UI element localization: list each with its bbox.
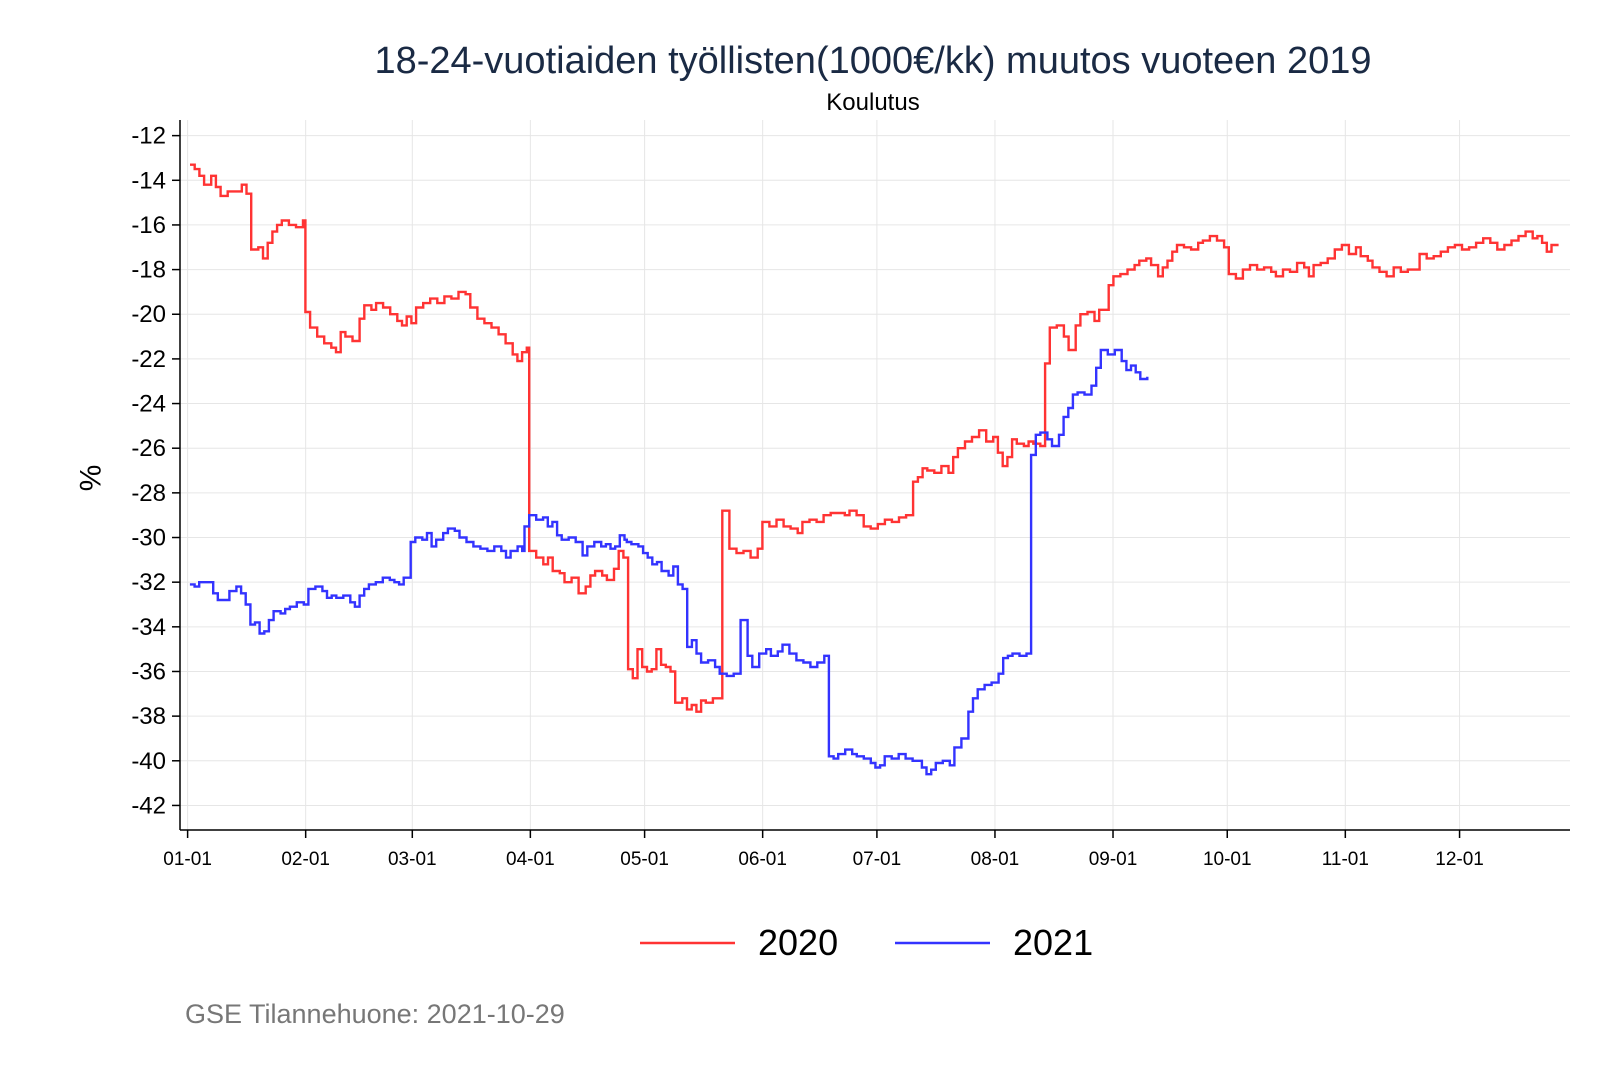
axes: [172, 120, 1570, 838]
y-tick-label: -40: [131, 748, 166, 775]
y-tick-label: -26: [131, 435, 166, 462]
y-tick-label: -42: [131, 792, 166, 819]
x-tick-label: 01-01: [163, 849, 212, 870]
chart-subtitle: Koulutus: [826, 89, 919, 116]
y-tick-label: -38: [131, 703, 166, 730]
x-tick-label: 02-01: [281, 849, 330, 870]
y-tick-label: -14: [131, 167, 166, 194]
y-tick-label: -34: [131, 614, 166, 641]
x-tick-label: 05-01: [620, 849, 669, 870]
x-tick-label: 06-01: [738, 849, 787, 870]
y-tick-label: -18: [131, 257, 166, 284]
legend-label-2021: 2021: [1013, 922, 1093, 963]
x-tick-label: 11-01: [1322, 849, 1369, 870]
series-line-2020: [190, 163, 1559, 713]
legend-label-2020: 2020: [758, 922, 838, 963]
x-tick-labels: 01-01 02-01 03-01 04-01 05-01 06-01 07-01 08-01…: [163, 849, 1484, 870]
x-tick-label: 04-01: [506, 849, 555, 870]
x-tick-label: 07-01: [853, 849, 902, 870]
x-tick-label: 09-01: [1089, 849, 1138, 870]
y-tick-label: -28: [131, 480, 166, 507]
x-tick-label: 08-01: [971, 849, 1020, 870]
x-tick-label: 10-01: [1203, 849, 1252, 870]
x-tick-label: 03-01: [388, 849, 437, 870]
y-tick-label: -32: [131, 569, 166, 596]
legend: 2020 2021: [640, 922, 1093, 963]
series-lines: [189, 163, 1559, 776]
y-axis-label: %: [73, 465, 106, 492]
y-tick-label: -30: [131, 525, 166, 552]
series-line-2021: [189, 348, 1149, 776]
chart-title: 18-24-vuotiaiden työllisten(1000€/kk) mu…: [374, 40, 1371, 82]
y-tick-label: -22: [131, 346, 166, 373]
y-tick-label: -20: [131, 301, 166, 328]
source-caption: GSE Tilannehuone: 2021-10-29: [185, 999, 565, 1029]
y-tick-labels: -12 -14 -16 -18 -20 -22 -24 -26 -28 -30 -32 -34 -36 -…: [131, 123, 166, 820]
y-tick-label: -16: [131, 212, 166, 239]
x-tick-label: 12-01: [1435, 849, 1484, 870]
y-tick-label: -12: [131, 123, 166, 150]
y-tick-label: -36: [131, 658, 166, 685]
grid: [180, 120, 1570, 830]
y-tick-label: -24: [131, 391, 166, 418]
